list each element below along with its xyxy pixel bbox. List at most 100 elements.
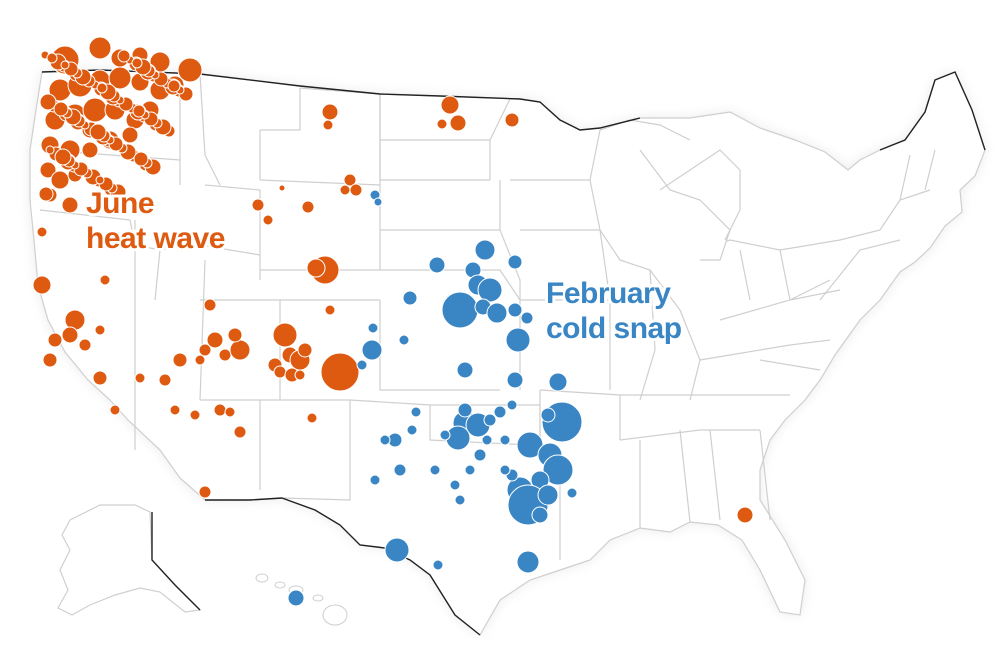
cold-snap-marker: [287, 589, 305, 607]
heat-wave-marker: [36, 226, 48, 238]
heat-wave-marker: [47, 332, 63, 348]
heat-wave-marker: [109, 404, 121, 416]
heat-wave-marker: [169, 404, 181, 416]
cold-snap-marker: [566, 487, 578, 499]
cold-snap-marker: [486, 302, 508, 324]
heat-wave-label: June heat wave: [83, 184, 228, 258]
cold-snap-marker: [516, 550, 540, 574]
alaska-land: [57, 504, 202, 616]
heat-wave-marker: [167, 79, 181, 93]
cold-snap-marker: [507, 302, 523, 318]
cold-snap-marker: [402, 290, 418, 306]
heat-wave-marker: [46, 52, 58, 64]
heat-wave-marker: [227, 327, 243, 343]
heat-wave-marker: [133, 151, 149, 167]
cold-snap-marker: [367, 322, 379, 334]
heat-wave-marker: [278, 184, 286, 192]
cold-snap-marker: [429, 464, 441, 476]
heat-wave-marker: [224, 406, 236, 418]
cold-snap-marker: [505, 327, 531, 353]
cold-snap-marker: [398, 334, 410, 346]
heat-wave-marker: [272, 322, 298, 348]
heat-wave-marker: [198, 485, 212, 499]
contiguous-us-land: [29, 69, 986, 636]
heat-wave-marker: [108, 66, 132, 90]
heat-wave-marker: [206, 331, 224, 349]
heat-wave-marker: [39, 161, 57, 179]
heat-wave-marker: [94, 324, 106, 336]
cold-snap-marker: [477, 277, 503, 303]
cold-snap-marker: [506, 371, 524, 389]
heat-wave-marker: [96, 82, 108, 94]
cold-snap-marker: [410, 406, 422, 418]
heat-wave-marker: [203, 298, 217, 312]
cold-snap-marker: [457, 402, 473, 418]
cold-snap-marker: [507, 254, 523, 270]
heat-wave-marker: [320, 352, 360, 392]
cold-snap-marker: [483, 413, 497, 427]
cold-snap-marker: [499, 434, 511, 446]
heat-wave-marker: [38, 186, 54, 202]
heat-wave-marker: [436, 118, 448, 130]
heat-wave-marker: [88, 36, 112, 60]
heat-wave-marker: [89, 123, 107, 141]
cold-snap-marker: [406, 424, 418, 436]
heat-wave-marker: [177, 57, 203, 83]
heat-wave-marker: [81, 141, 99, 159]
cold-snap-marker: [361, 339, 383, 361]
cold-snap-marker: [454, 494, 466, 506]
heat-wave-marker: [218, 348, 232, 362]
heat-wave-marker: [189, 409, 201, 421]
cold-snap-marker: [356, 359, 368, 371]
heat-wave-marker: [322, 119, 334, 131]
cold-snap-label-line1: February: [546, 277, 671, 310]
heat-wave-marker: [158, 373, 172, 387]
heat-wave-marker: [61, 196, 79, 214]
heat-wave-markers: [32, 36, 754, 524]
heat-wave-marker: [42, 352, 58, 368]
cold-snap-marker: [506, 399, 518, 411]
cold-snap-marker: [373, 197, 383, 207]
cold-snap-marker: [537, 484, 559, 506]
cold-snap-marker: [464, 464, 476, 476]
heat-wave-marker: [134, 372, 146, 384]
heat-wave-marker: [504, 112, 520, 128]
cold-snap-marker: [542, 454, 574, 486]
heat-wave-marker: [736, 506, 754, 524]
heat-wave-marker: [213, 403, 227, 417]
cold-snap-marker: [369, 474, 381, 486]
heat-wave-marker: [233, 425, 247, 439]
cold-snap-marker: [439, 429, 451, 441]
heat-wave-marker: [449, 114, 467, 132]
cold-snap-markers: [287, 189, 583, 607]
heat-wave-marker: [50, 170, 70, 190]
cold-snap-marker: [548, 372, 568, 392]
heat-wave-marker: [294, 369, 306, 381]
heat-wave-marker: [273, 365, 287, 379]
heat-wave-marker: [339, 184, 351, 196]
cold-snap-marker: [432, 559, 444, 571]
cold-snap-marker: [540, 407, 556, 423]
heat-wave-marker: [61, 326, 79, 344]
cold-snap-marker: [393, 463, 407, 477]
cold-snap-marker: [474, 239, 496, 261]
heat-wave-marker: [324, 304, 336, 316]
heat-wave-marker: [321, 103, 339, 121]
heat-wave-marker: [301, 200, 315, 214]
heat-wave-label-line2: heat wave: [86, 222, 225, 255]
heat-wave-marker: [117, 49, 131, 63]
heat-wave-marker: [45, 145, 55, 155]
heat-wave-label-line1: June: [86, 187, 154, 220]
heat-wave-marker: [440, 95, 460, 115]
cold-snap-marker: [449, 479, 461, 491]
heat-wave-marker: [39, 93, 57, 111]
cold-snap-marker: [441, 291, 479, 329]
cold-snap-marker: [456, 361, 474, 379]
heat-wave-marker: [32, 275, 52, 295]
heat-wave-marker: [172, 352, 188, 368]
heat-wave-marker: [349, 183, 363, 197]
heat-wave-marker: [262, 214, 274, 226]
heat-wave-marker: [306, 258, 326, 278]
heat-wave-marker: [60, 60, 70, 70]
